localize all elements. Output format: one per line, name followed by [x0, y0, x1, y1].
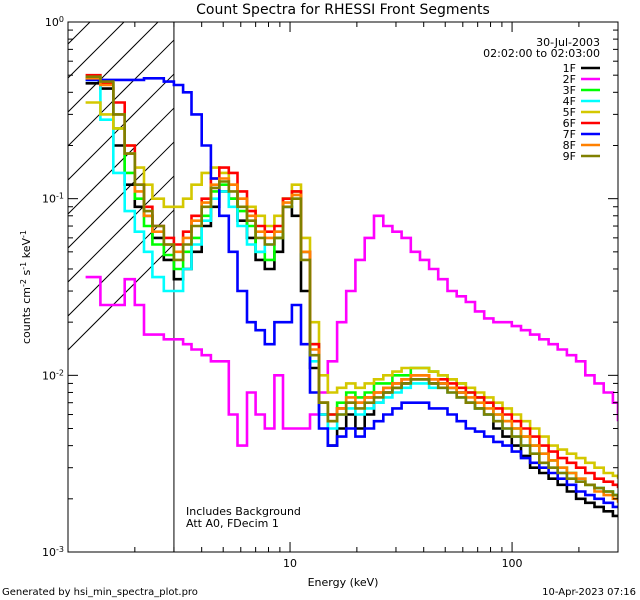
y-tick-label: 10-2 [42, 368, 64, 383]
y-tick-label: 10-3 [42, 545, 64, 560]
legend-time-range: 02:02:00 to 02:03:00 [483, 47, 600, 60]
hatch-line [68, 39, 175, 147]
annotation-attenuator: Att A0, FDecim 1 [186, 517, 279, 530]
x-axis-label: Energy (keV) [308, 576, 379, 589]
legend-label-7F: 7F [563, 128, 576, 141]
annotation-background: Includes Background [186, 505, 301, 518]
hatch-line [68, 175, 175, 283]
series-lines [85, 73, 618, 518]
y-tick-label: 100 [45, 15, 64, 30]
hatch-line [68, 209, 175, 317]
x-tick-label: 10 [283, 557, 297, 570]
hatch-line [68, 22, 159, 113]
hatch-line [68, 73, 175, 181]
axes: 10 100 100 10-1 10-2 10-3 [42, 15, 619, 570]
legend-label-8F: 8F [563, 139, 576, 152]
hatch-line [68, 243, 175, 351]
series-line-8F [85, 77, 618, 503]
series-line-7F [85, 77, 618, 509]
legend-label-2F: 2F [563, 73, 576, 86]
legend-label-1F: 1F [563, 62, 576, 75]
footer-timestamp: 10-Apr-2023 07:16 [542, 587, 636, 598]
series-line-2F [85, 214, 618, 447]
hatch-line [68, 22, 91, 45]
y-axis-label: counts cm-2 s-1 keV-1 [19, 230, 34, 344]
legend-date: 30-Jul-2003 [536, 36, 600, 49]
y-tick-label: 10-1 [42, 191, 64, 206]
x-tick-label: 100 [502, 557, 523, 570]
series-line-5F [85, 101, 618, 479]
legend-label-4F: 4F [563, 95, 576, 108]
hatched-region [68, 22, 175, 552]
legend-label-3F: 3F [563, 84, 576, 97]
plot-frame [67, 21, 619, 553]
legend-label-6F: 6F [563, 117, 576, 130]
chart-title: Count Spectra for RHESSI Front Segments [196, 2, 490, 18]
footer-generated-by: Generated by hsi_min_spectra_plot.pro [2, 587, 198, 598]
series-line-9F [85, 75, 618, 499]
hatch-line [68, 141, 175, 249]
hatch-line [68, 107, 175, 215]
legend-label-5F: 5F [563, 106, 576, 119]
legend-label-9F: 9F [563, 150, 576, 163]
legend: 30-Jul-2003 02:02:00 to 02:03:00 1F2F3F4… [483, 36, 600, 163]
hatch-line [68, 22, 125, 79]
